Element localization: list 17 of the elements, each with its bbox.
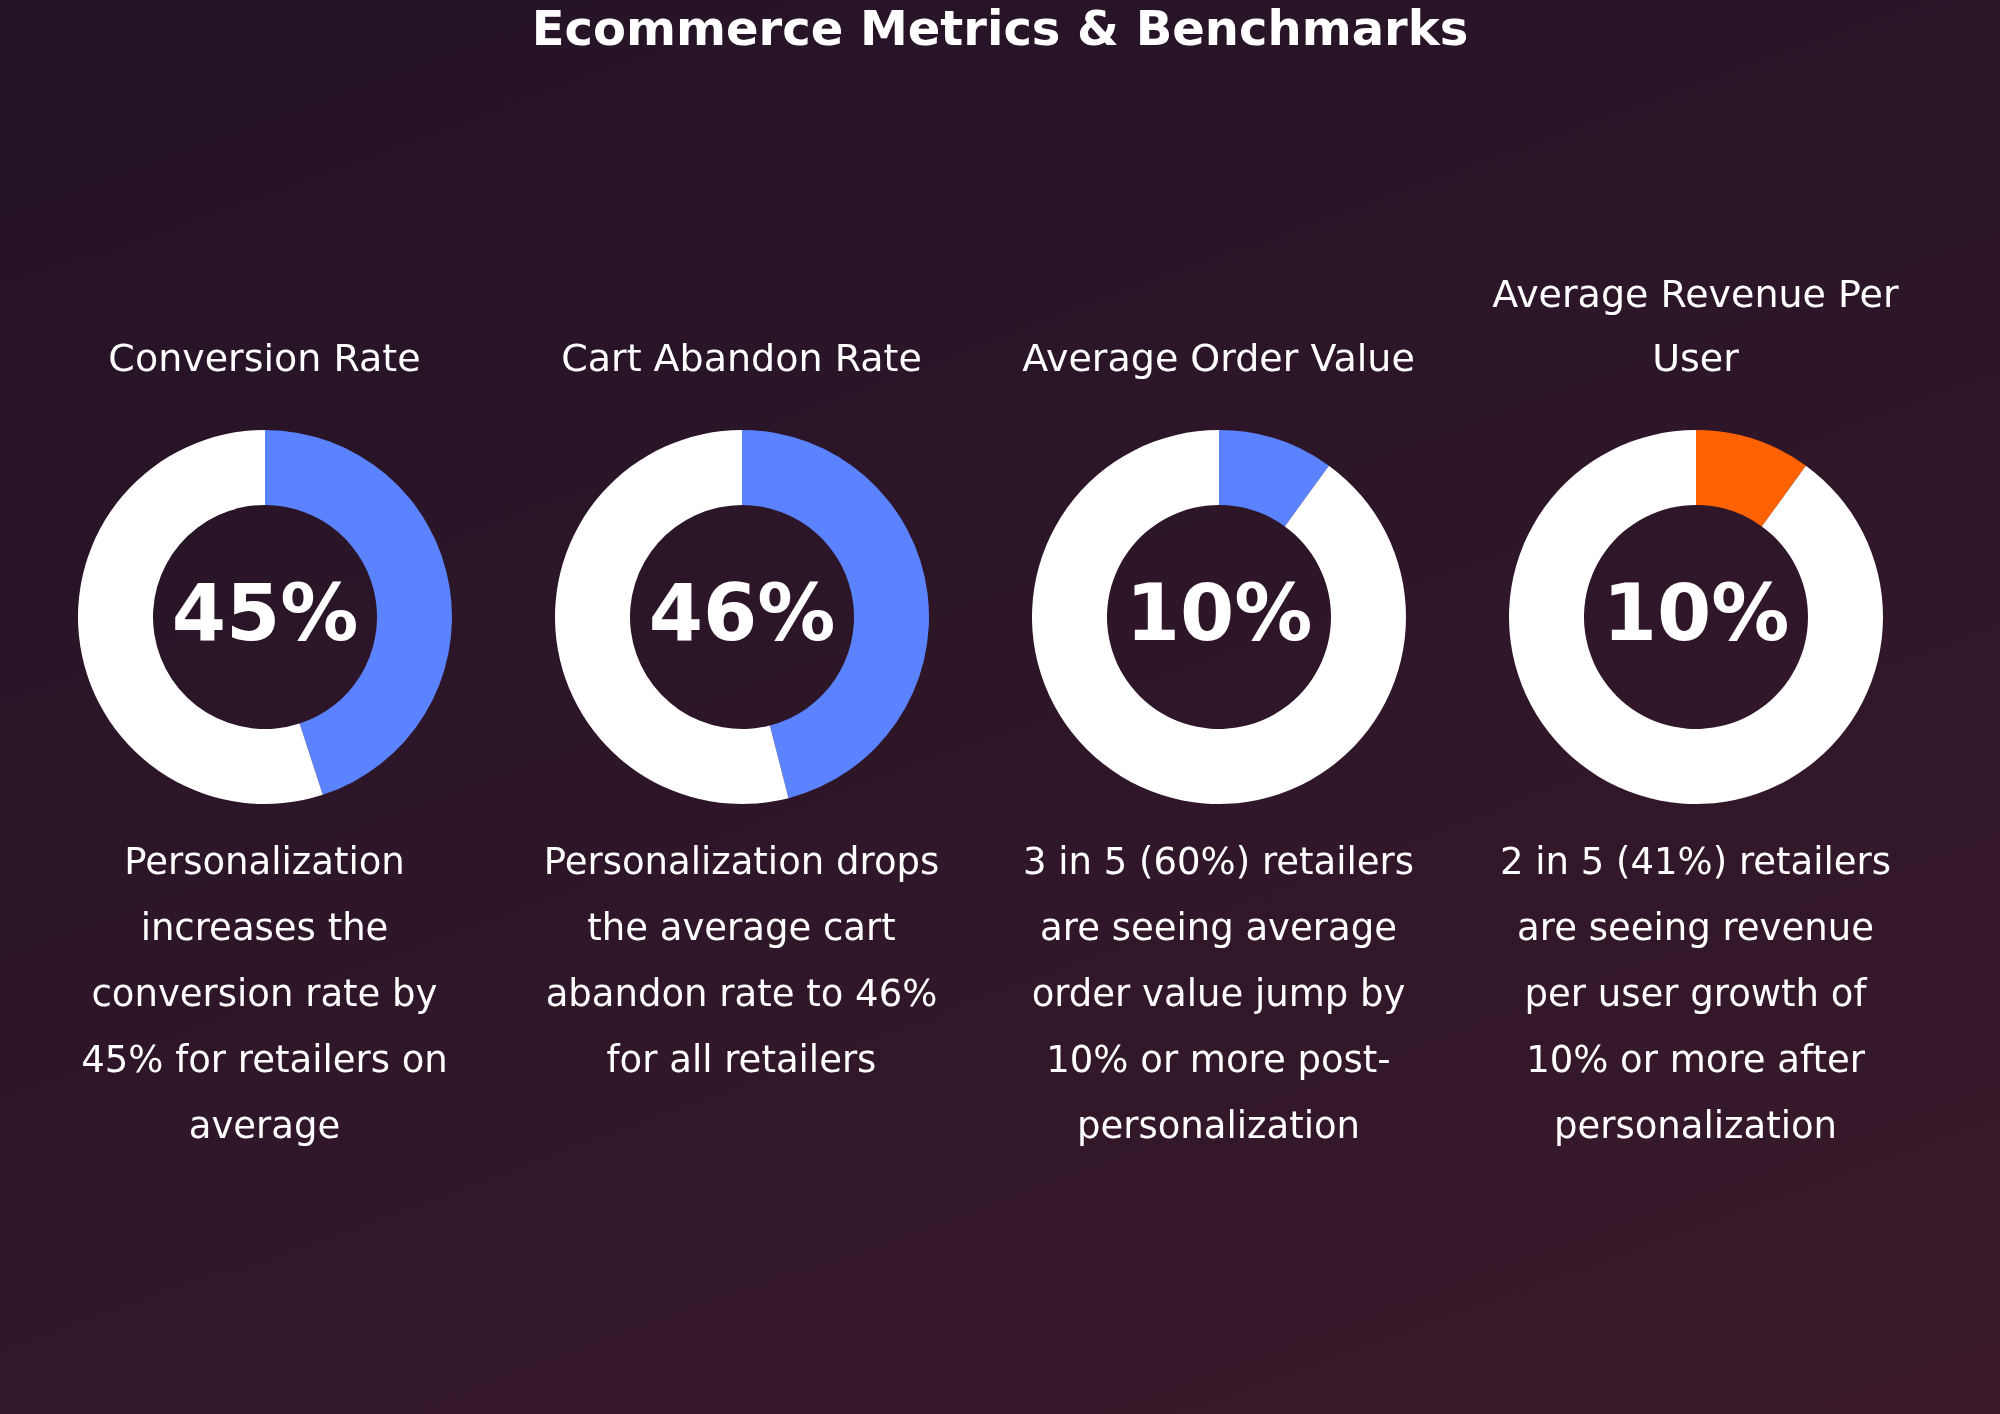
text: 10% <box>1125 568 1312 658</box>
text: 45% <box>171 568 358 658</box>
text: Ecommerce Metrics & Benchmarks <box>531 0 1469 56</box>
chart-title: Conversion Rate <box>107 335 422 382</box>
text: 10% <box>1602 568 1789 658</box>
text: 3 in 5 (60%) retailers are seeing average order value jump by 10% or more post-personalization <box>1021 839 1416 1149</box>
chart-title: Average Order Value <box>1021 335 1416 382</box>
text: Personalization drops the average cart abandon rate to 46% for all retailers <box>542 839 941 1083</box>
text: 46% <box>648 568 835 658</box>
text: 2 in 5 (41%) retailers are seeing revenue per user growth of 10% or more after personalization <box>1498 839 1893 1149</box>
text: Personalization increases the conversion rate by 45% for retailers on average <box>80 839 449 1149</box>
donut-slice <box>1031 430 1406 804</box>
chart-title: Cart Abandon Rate <box>560 335 923 382</box>
donut-slice <box>1218 430 1329 527</box>
donut-slice <box>1695 430 1806 527</box>
donut-slice <box>1508 430 1883 804</box>
chart-title: Average Revenue Per User <box>1491 271 1900 382</box>
